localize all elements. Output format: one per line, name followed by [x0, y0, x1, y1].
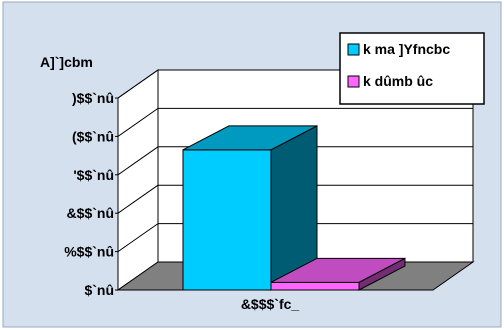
legend-swatch-series-1 — [347, 43, 360, 56]
gridline-side — [117, 69, 159, 99]
y-tick-labels: $`nû %$$`nû &$$`nû '$$`nû ($$`nû )$$`nû — [64, 90, 118, 298]
y-axis-title: A]`]cbm — [40, 54, 93, 70]
bars — [182, 125, 406, 291]
y-tick-label: '$$`nû — [73, 167, 114, 183]
bar-top — [182, 125, 318, 151]
plot-side-wall — [117, 69, 159, 291]
legend-label-series-2: k dûmb ûc — [363, 73, 433, 89]
gridline-side — [117, 107, 159, 137]
y-tick-label: ($$`nû — [72, 128, 114, 144]
x-tick-label: &$$$`fc_ — [241, 296, 300, 312]
legend-label-series-1: k ma ]Yfncbc — [363, 41, 450, 57]
y-tick-label: %$$`nû — [64, 244, 114, 260]
legend-box — [339, 32, 485, 105]
gridline-side — [117, 184, 159, 214]
y-tick-label: $`nû — [84, 282, 114, 298]
bar-2 — [270, 257, 406, 291]
bar-top — [270, 257, 406, 283]
gridline-side — [117, 146, 159, 176]
y-tick-label: &$$`nû — [67, 205, 114, 221]
gridline-side — [117, 223, 159, 253]
bar-1 — [182, 125, 318, 291]
bar-front — [270, 281, 360, 291]
y-tick-label: )$$`nû — [72, 90, 114, 106]
legend-swatch-series-2 — [347, 75, 360, 88]
legend: k ma ]Yfncbc k dûmb ûc — [339, 32, 485, 105]
bar-front — [182, 149, 272, 291]
